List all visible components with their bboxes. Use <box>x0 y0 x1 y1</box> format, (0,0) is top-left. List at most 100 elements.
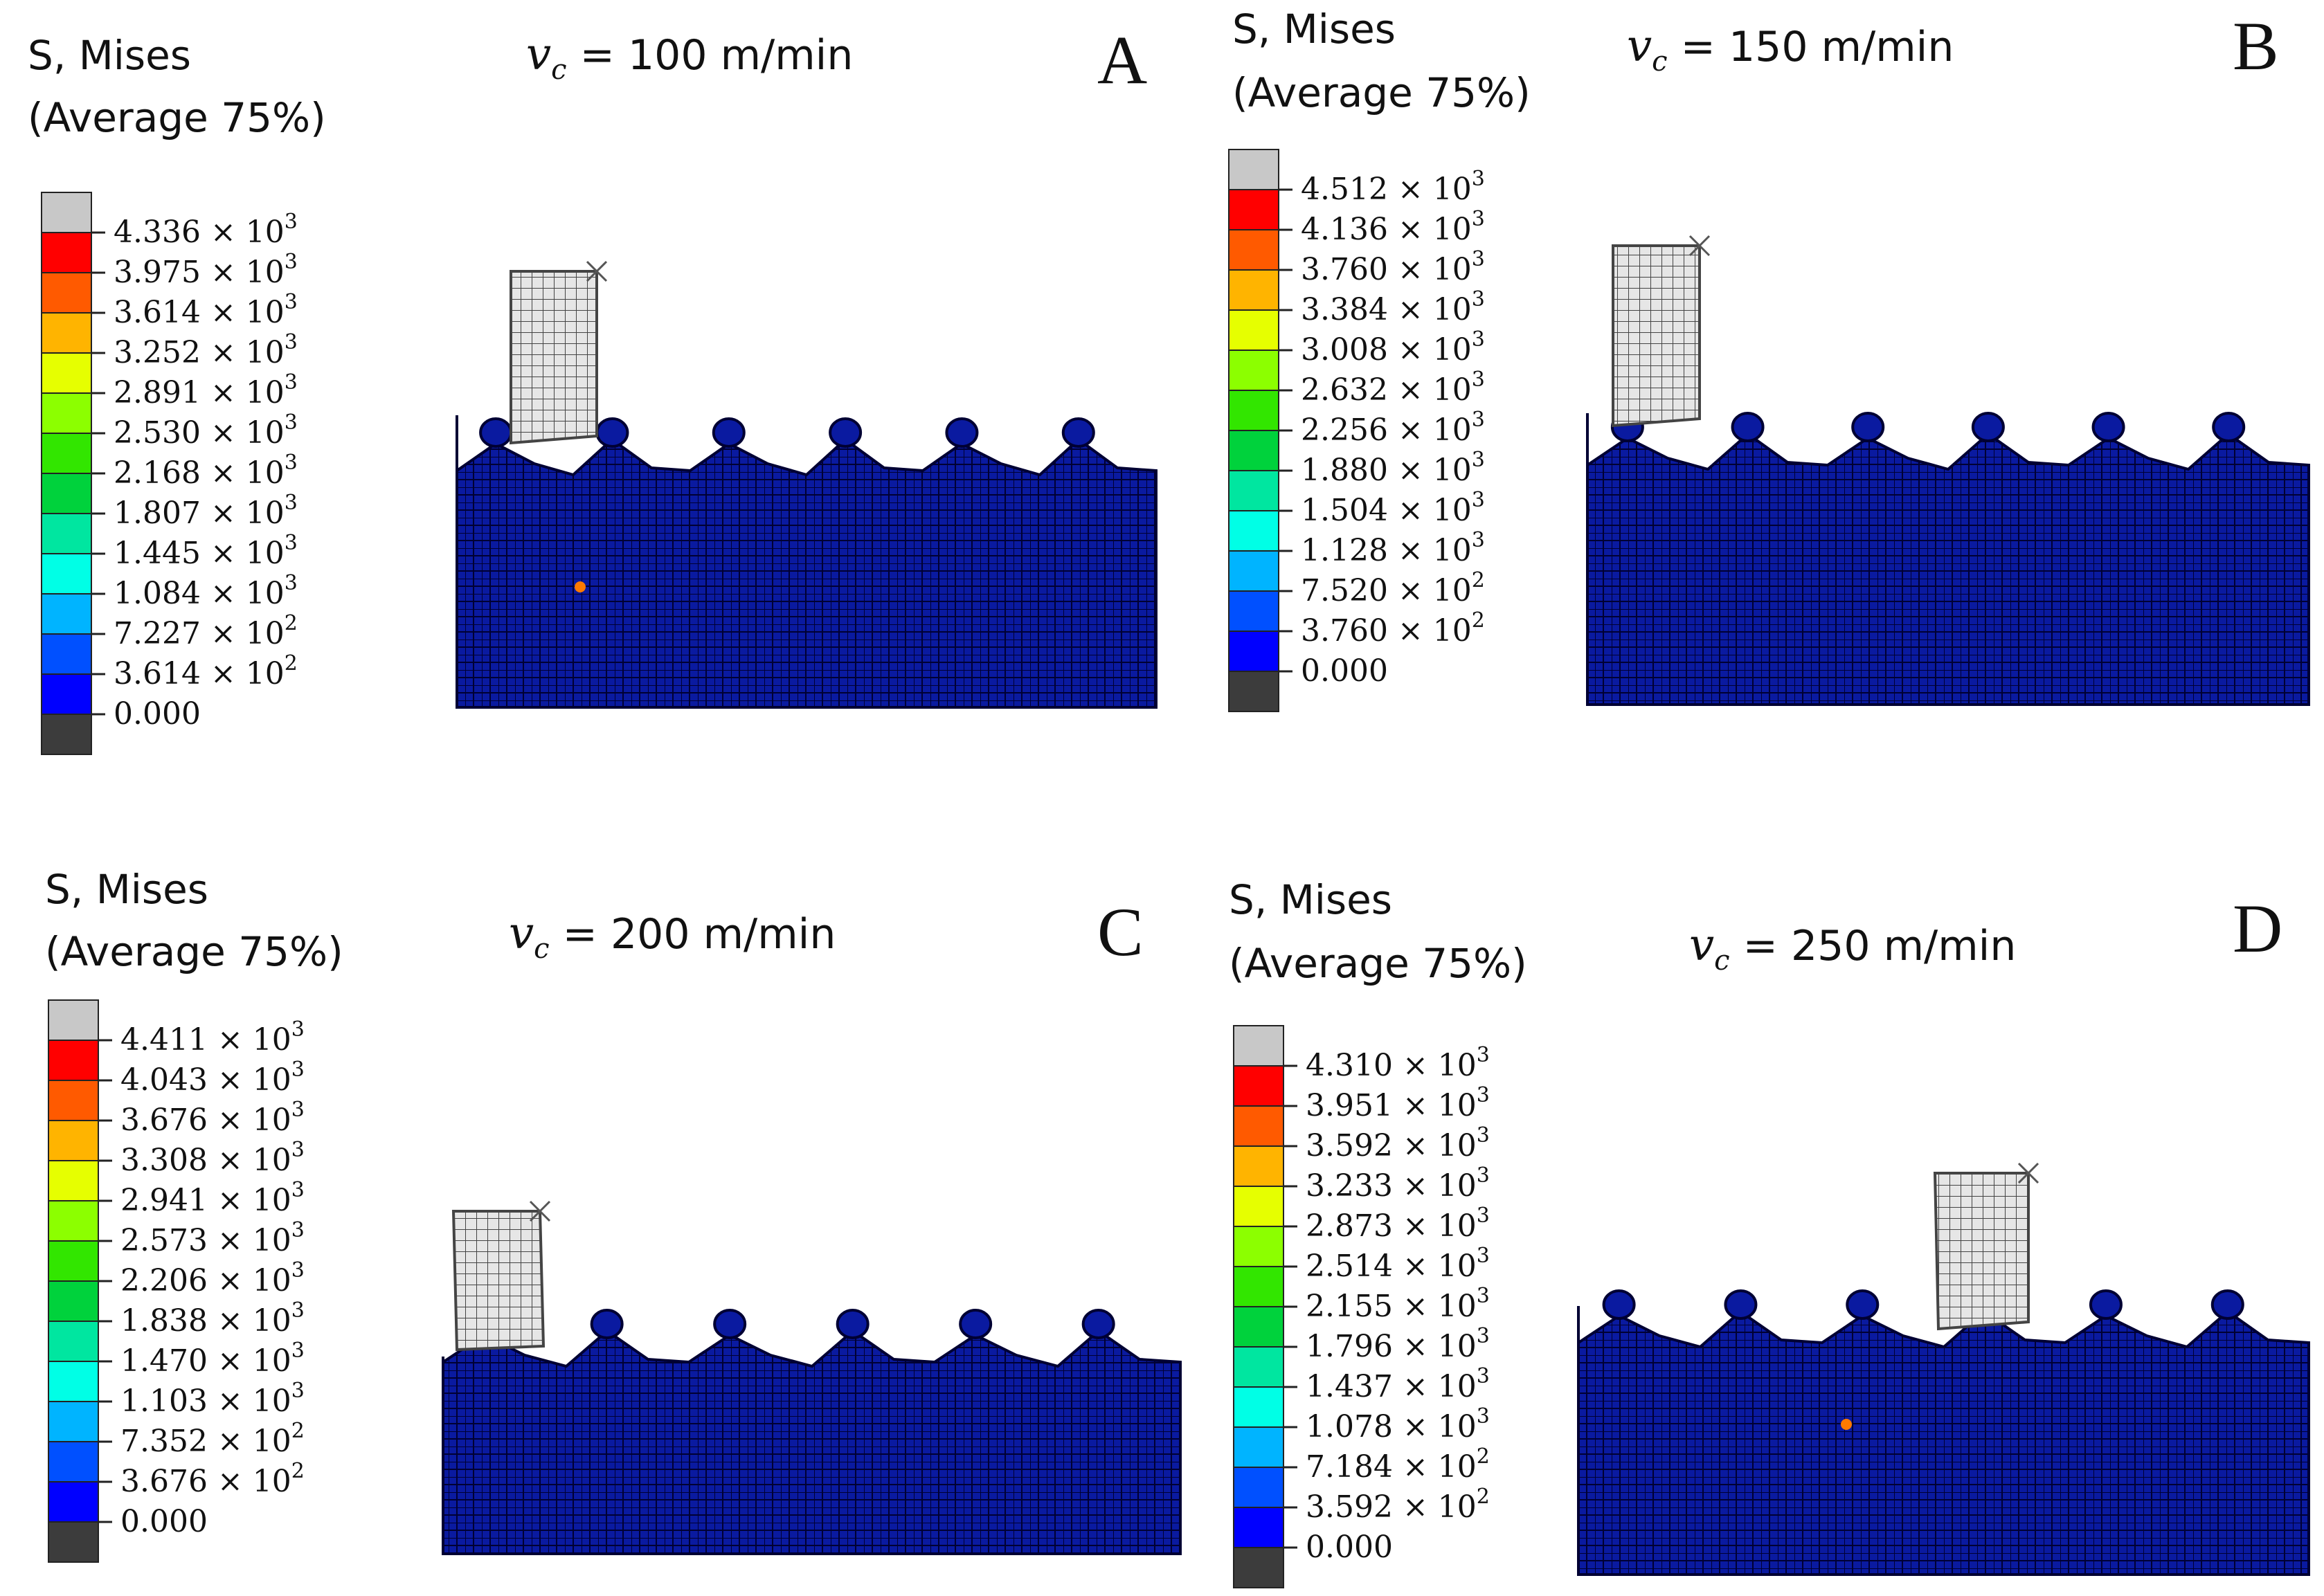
chip-fragment <box>2212 412 2246 442</box>
legend-tick-label: 0.000 <box>120 1504 208 1539</box>
legend-tick-label: 1.445 × 103 <box>114 531 298 571</box>
legend-swatch <box>1233 1467 1284 1508</box>
legend-tick-label: 3.308 × 103 <box>120 1138 305 1178</box>
legend-tick-label: 1.437 × 103 <box>1306 1364 1490 1404</box>
legend-swatch <box>48 1200 99 1242</box>
legend-swatch <box>41 392 92 434</box>
legend-tick-label: 1.103 × 103 <box>120 1379 305 1419</box>
legend-swatch <box>48 1321 99 1362</box>
legend-tick-label: 1.796 × 103 <box>1306 1324 1490 1364</box>
legend-tick-label: 3.233 × 103 <box>1306 1163 1490 1204</box>
legend-tick-label: 3.252 × 103 <box>114 330 298 370</box>
legend-tick-label: 3.676 × 102 <box>120 1459 305 1499</box>
legend-swatch <box>1228 470 1279 511</box>
workpiece-mesh <box>1577 1306 2310 1576</box>
legend-tick-label: 4.512 × 103 <box>1301 167 1485 207</box>
stress-hotspot <box>1841 1419 1852 1430</box>
legend-swatch <box>41 513 92 554</box>
legend-tick-label: 3.951 × 103 <box>1306 1083 1490 1123</box>
legend-swatch <box>1233 1346 1284 1388</box>
workpiece-mesh <box>1586 413 2310 706</box>
legend-swatch <box>1228 269 1279 311</box>
legend-tick-label: 7.520 × 102 <box>1301 568 1485 608</box>
legend-swatch <box>48 1080 99 1121</box>
panel-letter: C <box>1097 894 1144 970</box>
cutting-tool <box>1933 1172 2030 1331</box>
workpiece-mesh <box>456 415 1158 709</box>
panel-letter: B <box>2233 8 2279 84</box>
legend-tick-label: 2.206 × 103 <box>120 1258 305 1298</box>
chip-fragment <box>2210 1289 2244 1320</box>
legend-tick-label: 3.975 × 103 <box>114 250 298 290</box>
legend-tick-label: 3.384 × 103 <box>1301 287 1485 327</box>
legend-tick-label: 1.470 × 103 <box>120 1339 305 1379</box>
legend-swatch <box>1233 1105 1284 1147</box>
legend-title: S, Mises <box>28 32 191 79</box>
legend-swatch <box>48 1401 99 1442</box>
legend-swatch <box>1228 390 1279 431</box>
chip-fragment <box>713 1309 747 1339</box>
legend-swatch <box>41 352 92 394</box>
legend-tick-label: 2.514 × 103 <box>1306 1244 1490 1284</box>
legend-subtitle: (Average 75%) <box>28 94 326 141</box>
legend-tick-label: 1.504 × 103 <box>1301 488 1485 528</box>
chip-fragment <box>590 1309 624 1339</box>
legend-tick-label: 3.592 × 103 <box>1306 1123 1490 1163</box>
reference-point-marker <box>2017 1162 2039 1184</box>
legend-tick-label: 2.941 × 103 <box>120 1178 305 1218</box>
reference-point-marker <box>586 260 608 282</box>
legend-tick-label: 3.614 × 102 <box>114 651 298 691</box>
legend-tick-label: 0.000 <box>1301 653 1388 689</box>
legend-swatch <box>41 433 92 474</box>
legend-swatch <box>48 1160 99 1201</box>
legend-tick-label: 3.592 × 102 <box>1306 1485 1490 1525</box>
chip-fragment <box>945 417 979 448</box>
legend-swatch <box>41 192 92 233</box>
legend-swatch <box>48 1441 99 1482</box>
legend-tick-label: 4.411 × 103 <box>120 1017 305 1058</box>
reference-point-marker <box>529 1200 551 1222</box>
legend-tick-label: 3.614 × 103 <box>114 290 298 330</box>
legend-swatch <box>41 312 92 354</box>
legend-swatch <box>1233 1065 1284 1107</box>
chip-fragment <box>2091 412 2125 442</box>
legend-swatch <box>1233 1306 1284 1348</box>
legend-swatch <box>48 1361 99 1402</box>
legend-tick-label: 4.310 × 103 <box>1306 1043 1490 1083</box>
legend-tick-label: 0.000 <box>114 696 201 732</box>
legend-tick-label: 2.873 × 103 <box>1306 1204 1490 1244</box>
legend-swatch <box>1233 1426 1284 1468</box>
cutting-speed-label: vc = 100 m/min <box>526 29 853 86</box>
reference-point-marker <box>1688 235 1711 257</box>
legend-swatch <box>1228 550 1279 592</box>
chip-fragment <box>1602 1289 1636 1320</box>
legend-swatch <box>41 714 92 755</box>
panel-letter: D <box>2233 890 2282 967</box>
cutting-speed-label: vc = 150 m/min <box>1627 21 1954 78</box>
legend-tick-label: 3.760 × 103 <box>1301 247 1485 287</box>
chip-fragment <box>2089 1289 2123 1320</box>
legend-swatch <box>41 272 92 314</box>
chip-fragment <box>712 417 746 448</box>
legend-tick-label: 1.128 × 103 <box>1301 528 1485 568</box>
legend-swatch <box>41 232 92 273</box>
legend-tick-label: 1.084 × 103 <box>114 571 298 611</box>
chip-fragment <box>829 417 863 448</box>
legend-swatch <box>1233 1025 1284 1067</box>
chip-fragment <box>959 1309 993 1339</box>
legend-tick-label: 3.008 × 103 <box>1301 327 1485 368</box>
legend-swatch <box>41 553 92 595</box>
panel-letter: A <box>1097 21 1147 98</box>
legend-tick-label: 1.880 × 103 <box>1301 448 1485 488</box>
legend-swatch <box>1228 149 1279 190</box>
legend-tick-label: 3.676 × 103 <box>120 1098 305 1138</box>
legend-swatch <box>1228 350 1279 391</box>
legend-swatch <box>48 999 99 1041</box>
